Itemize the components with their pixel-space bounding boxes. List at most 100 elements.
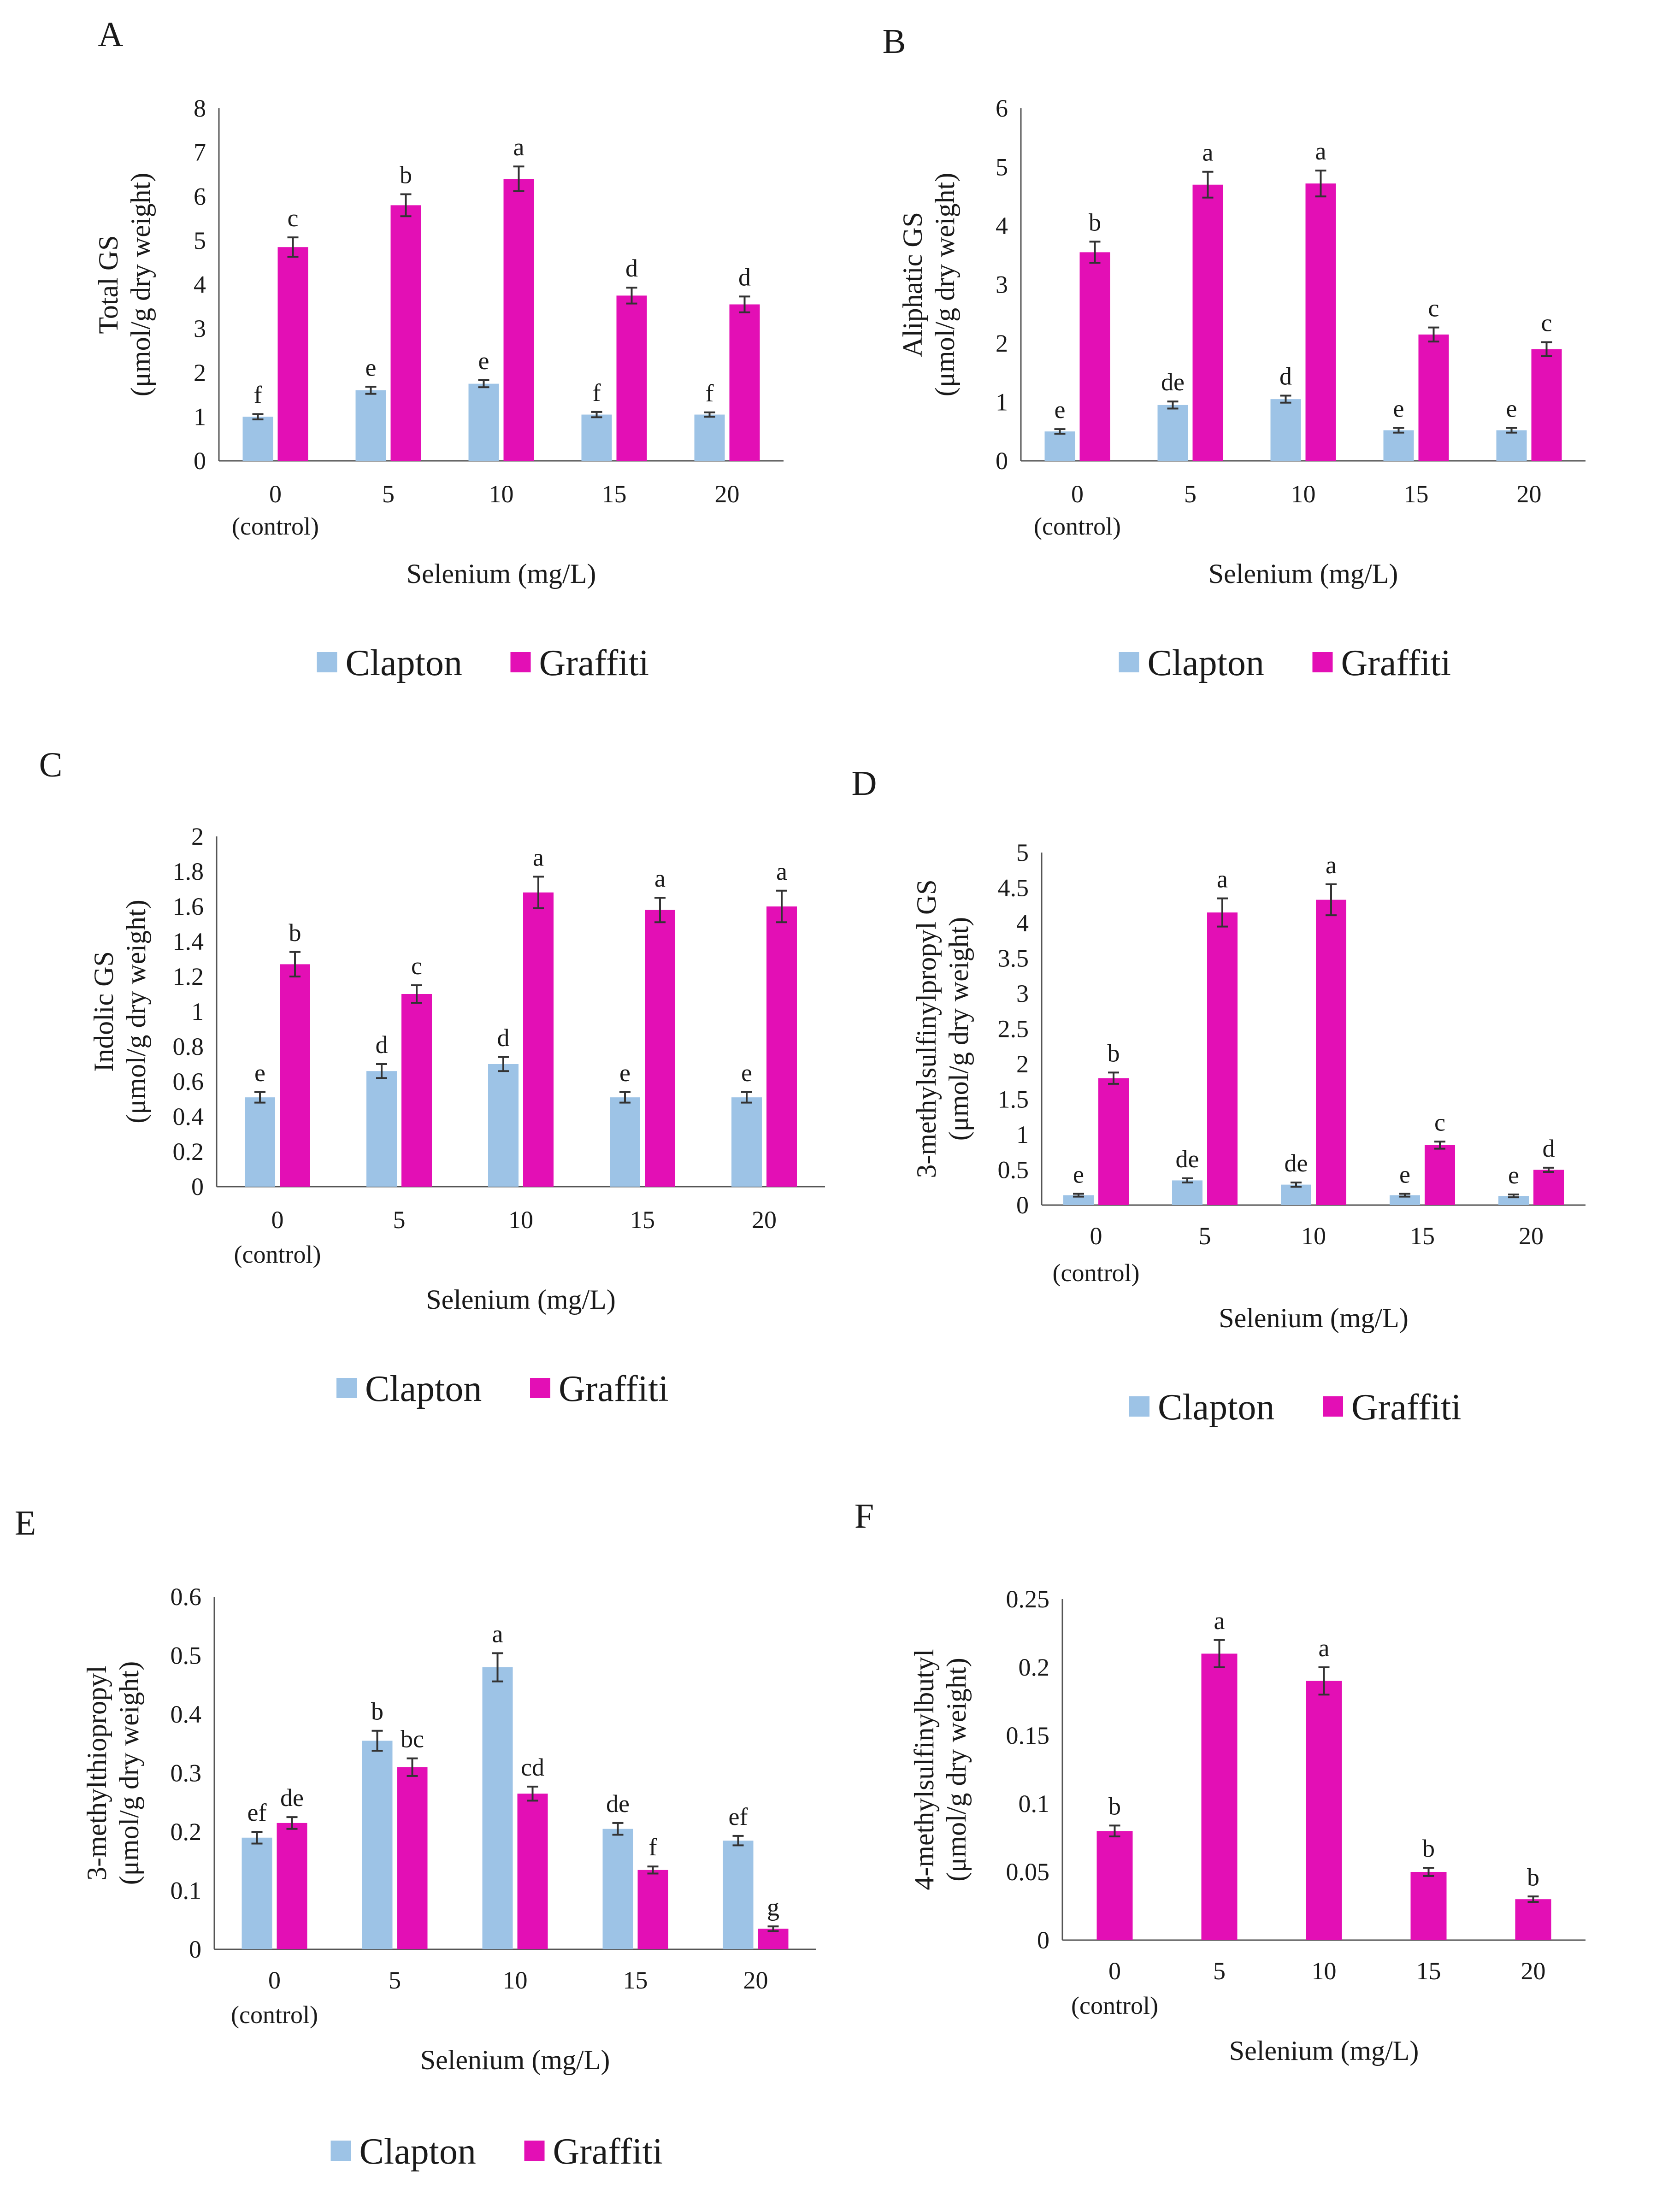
panel-b-legend-swatch-graffiti [1312,652,1333,672]
panel-a-ytick-label: 3 [194,315,206,342]
panel-d-bar-clapton [1172,1180,1202,1205]
panel-b-xtick-label: 15 [1404,480,1429,508]
panel-b-sig-letter: e [1506,395,1517,423]
panel-f-ytick-label: 0.1 [1019,1790,1050,1818]
panel-b-error-bar [1280,394,1291,404]
panel-c-error-bar [776,889,787,924]
panel-b-bar-clapton [1157,405,1188,461]
panel-b-error-bar [1428,326,1439,343]
panel-c-bar-graffiti [523,892,554,1187]
panel-d-sig-letter: de [1176,1145,1199,1173]
panel-a-bar-clapton [468,383,499,461]
panel-c-bar-clapton [366,1071,397,1187]
panel-d-ytick-label: 2.5 [998,1015,1029,1043]
panel-e-bar-graffiti [277,1823,307,1949]
panel-e-sig-letter: ef [248,1799,267,1826]
panel-e-xtick-label: 5 [389,1966,401,1994]
panel-b-sig-letter: d [1279,362,1292,390]
panel-c-legend-label: Clapton [365,1369,482,1409]
panel-c-sig-letter: d [376,1031,388,1059]
panel-b-ytick-label: 3 [996,271,1008,299]
panel-a-error-bar [513,165,525,192]
panel-c-ytick-label: 1.4 [173,928,204,955]
panel-c-ylabel-line: (μmol/g dry weight) [121,900,151,1123]
panel-d-sig-letter: e [1073,1161,1084,1188]
panel-c-error-bar [533,876,544,909]
panel-a-ytick-label: 5 [194,227,206,254]
panel-c-error-bar [376,1063,387,1079]
panel-a-error-bar [591,411,602,418]
panel-c-bar-clapton [488,1064,519,1187]
panel-c-ytick-label: 1.8 [173,858,204,885]
panel-e-error-bar [371,1730,383,1752]
panel-d-ytick-label: 0 [1016,1191,1029,1219]
panel-f-ytick-label: 0.2 [1019,1653,1050,1681]
panel-b-sig-letter: c [1541,309,1552,336]
panel-f-xtick-label: 10 [1312,1957,1337,1985]
panel-d-error-bar [1543,1166,1554,1173]
panel-a-xtick-sublabel: (control) [232,512,319,540]
panel-a-ylabel-line: Total GS [93,235,124,334]
panel-f-error-bar [1527,1895,1539,1903]
panel-d-error-bar [1073,1193,1084,1198]
panel-e-bar-graffiti [397,1767,428,1949]
panel-b-bar-graffiti [1418,334,1449,461]
panel-f-ytick-label: 0.05 [1006,1858,1050,1886]
panel-e-xtick-sublabel: (control) [231,2001,318,2029]
panel-c-ytick-label: 1 [191,998,204,1025]
panel-a-bar-graffiti [729,304,760,461]
panel-a-ytick-label: 0 [194,447,206,475]
panel-e-bar-graffiti [758,1929,789,1949]
panel-d-bar-clapton [1063,1195,1094,1205]
panel-b-sig-letter: a [1315,137,1326,165]
panel-b-sig-letter: c [1428,294,1439,322]
panel-b-error-bar [1167,400,1179,410]
panel-f-xtick-label: 5 [1213,1957,1226,1985]
panel-f-xtick-label: 0 [1108,1957,1121,1985]
panel-b-sig-letter: e [1055,396,1066,424]
panel-e-ytick-label: 0.6 [171,1583,202,1611]
panel-c-bar-graffiti [766,906,797,1187]
panel-f-error-bar [1214,1639,1225,1668]
panel-d-error-bar [1182,1177,1193,1184]
panel-e-legend-label: Graffiti [553,2131,663,2172]
panel-a-bar-clapton [581,414,612,461]
panel-b-ylabel-line: Aliphatic GS [897,212,928,357]
panel-f-bar-graffiti [1096,1831,1133,1940]
panel-e-ylabel-line: 3-methylthiopropyl [82,1665,112,1881]
panel-c-legend-label: Graffiti [559,1369,668,1409]
panel-e-sig-letter: g [767,1893,779,1921]
panel-f-error-bar [1318,1666,1330,1696]
panel-e-sig-letter: bc [401,1725,424,1753]
panel-e-bar-clapton [362,1741,393,1949]
panel-b-error-bar [1054,428,1066,435]
panel-c-letter: C [39,746,63,784]
panel-b-error-bar [1393,427,1404,434]
panel-c-ytick-label: 0.8 [173,1033,204,1060]
panel-b-ytick-label: 1 [996,388,1008,416]
panel-b-bar-clapton [1383,430,1414,461]
panel-e-error-bar [286,1816,298,1830]
panel-c-error-bar [411,984,422,1004]
panel-a-error-bar [478,379,489,388]
panel-c-sig-letter: c [411,952,422,980]
panel-f-bar-graffiti [1515,1899,1551,1940]
panel-b-xtick-sublabel: (control) [1034,512,1121,540]
panel-c-xtick-label: 20 [752,1206,777,1234]
panel-d-xtick-label: 20 [1519,1222,1544,1250]
panel-d-sig-letter: de [1285,1149,1308,1177]
panel-c-bar-graffiti [280,964,310,1187]
panel-c-bar-graffiti [401,994,432,1187]
panel-d-bar-graffiti [1098,1078,1129,1205]
panel-b-error-bar [1089,241,1101,264]
panel-c-ytick-label: 2 [191,823,204,850]
panel-b-error-bar [1202,171,1214,199]
panel-a-error-bar [365,386,377,395]
panel-e-error-bar [732,1835,744,1847]
panel-a-xtick-label: 5 [382,480,395,508]
panel-d-ylabel-line: 3-methylsulfinylpropyl GS [911,879,942,1178]
panel-b-bar-clapton [1270,399,1301,461]
panel-d-ytick-label: 0.5 [998,1156,1029,1184]
panel-a-error-bar [287,236,299,258]
panel-a-sig-letter: a [513,133,525,161]
